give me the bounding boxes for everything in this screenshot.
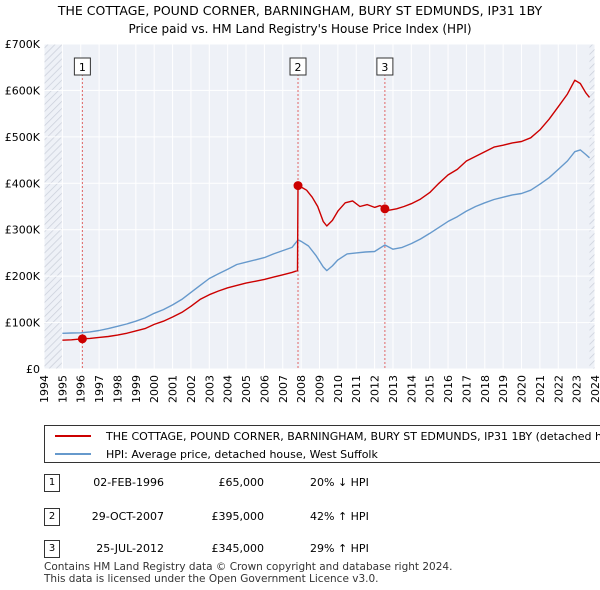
footer-line-1: Contains HM Land Registry data © Crown c… xyxy=(44,561,453,573)
y-tick-label: £0 xyxy=(26,363,40,376)
transaction-price: £65,000 xyxy=(218,476,265,489)
sale-marker-label: 3 xyxy=(381,61,388,74)
x-tick-label: 2003 xyxy=(203,375,216,403)
series-line-hpi xyxy=(62,149,590,334)
legend-item-property: THE COTTAGE, POUND CORNER, BARNINGHAM, B… xyxy=(55,427,600,445)
x-tick-label: 1997 xyxy=(93,375,106,403)
y-tick-label: £100K xyxy=(5,317,41,330)
hatch-region-end xyxy=(589,44,595,369)
transaction-number: 3 xyxy=(44,540,60,558)
x-tick-label: 2005 xyxy=(240,375,253,403)
legend-swatch-hpi xyxy=(55,453,91,455)
transaction-hpi: 42% ↑ HPI xyxy=(310,510,369,523)
x-tick-label: 2013 xyxy=(387,375,400,403)
sale-marker-box xyxy=(376,57,394,76)
price-chart: THE COTTAGE, POUND CORNER, BARNINGHAM, B… xyxy=(5,3,600,403)
x-tick-label: 2016 xyxy=(442,375,455,403)
sale-marker-label: 1 xyxy=(79,61,86,74)
x-tick-label: 2008 xyxy=(295,375,308,403)
y-tick-label: £500K xyxy=(5,131,41,144)
legend-label-hpi: HPI: Average price, detached house, West… xyxy=(106,447,378,461)
x-tick-label: 2010 xyxy=(332,375,345,403)
x-tick-label: 2004 xyxy=(222,375,235,403)
x-tick-label: 2023 xyxy=(571,375,584,403)
transaction-date: 25-JUL-2012 xyxy=(96,542,164,555)
transaction-date: 29-OCT-2007 xyxy=(91,510,164,523)
x-tick-label: 2006 xyxy=(258,375,271,403)
x-tick-label: 2022 xyxy=(552,375,565,403)
x-tick-label: 2024 xyxy=(589,375,600,403)
sale-marker-box xyxy=(289,57,307,76)
x-tick-label: 2001 xyxy=(167,375,180,403)
legend-item-hpi: HPI: Average price, detached house, West… xyxy=(55,445,378,462)
sale-point xyxy=(77,334,87,344)
x-tick-label: 1996 xyxy=(75,375,88,403)
x-tick-label: 1995 xyxy=(56,375,69,403)
x-tick-label: 2012 xyxy=(369,375,382,403)
x-tick-label: 1994 xyxy=(38,375,51,403)
transaction-price: £345,000 xyxy=(211,542,265,555)
x-tick-label: 2020 xyxy=(516,375,529,403)
y-tick-label: £200K xyxy=(5,270,41,283)
x-tick-label: 2002 xyxy=(185,375,198,403)
legend: THE COTTAGE, POUND CORNER, BARNINGHAM, B… xyxy=(44,425,600,463)
y-tick-label: £400K xyxy=(5,177,41,190)
transaction-hpi: 20% ↓ HPI xyxy=(310,476,369,489)
x-tick-label: 1999 xyxy=(130,375,143,403)
x-tick-label: 2017 xyxy=(460,375,473,403)
sale-point xyxy=(380,204,390,214)
y-tick-label: £700K xyxy=(5,38,41,51)
x-tick-label: 2000 xyxy=(148,375,161,403)
footer-line-2: This data is licensed under the Open Gov… xyxy=(44,573,379,585)
sale-point xyxy=(293,181,303,191)
transaction-date: 02-FEB-1996 xyxy=(93,476,164,489)
hatch-region-start xyxy=(44,44,63,369)
x-tick-label: 1998 xyxy=(111,375,124,403)
y-tick-label: £300K xyxy=(5,224,41,237)
footer: Contains HM Land Registry data © Crown c… xyxy=(44,561,452,585)
x-tick-label: 2015 xyxy=(424,375,437,403)
transaction-number: 2 xyxy=(44,508,60,526)
x-tick-label: 2007 xyxy=(277,375,290,403)
x-tick-label: 2014 xyxy=(405,375,418,403)
x-tick-label: 2009 xyxy=(314,375,327,403)
x-tick-label: 2021 xyxy=(534,375,547,403)
transaction-number: 1 xyxy=(44,474,60,492)
sale-marker-label: 2 xyxy=(295,61,302,74)
x-tick-label: 2019 xyxy=(497,375,510,403)
sale-marker-box xyxy=(73,57,91,76)
legend-label-property: THE COTTAGE, POUND CORNER, BARNINGHAM, B… xyxy=(106,429,600,443)
x-tick-label: 2011 xyxy=(350,375,363,403)
y-tick-label: £600K xyxy=(5,84,41,97)
chart-subtitle: Price paid vs. HM Land Registry's House … xyxy=(128,22,471,36)
x-tick-label: 2018 xyxy=(479,375,492,403)
chart-title: THE COTTAGE, POUND CORNER, BARNINGHAM, B… xyxy=(57,3,543,18)
transaction-price: £395,000 xyxy=(211,510,265,523)
transaction-hpi: 29% ↑ HPI xyxy=(310,542,369,555)
legend-swatch-property xyxy=(55,435,91,437)
series-line-property xyxy=(62,79,591,341)
